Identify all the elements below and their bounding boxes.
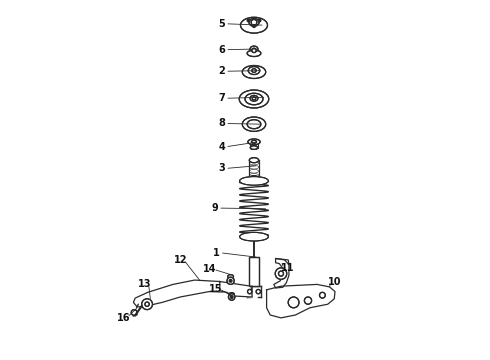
- Circle shape: [228, 294, 235, 300]
- Text: 11: 11: [281, 263, 294, 273]
- Circle shape: [145, 302, 149, 306]
- Ellipse shape: [252, 97, 256, 100]
- Ellipse shape: [239, 90, 269, 108]
- Ellipse shape: [249, 158, 259, 163]
- Ellipse shape: [247, 120, 261, 129]
- Ellipse shape: [241, 17, 268, 33]
- Circle shape: [319, 292, 325, 298]
- Ellipse shape: [249, 176, 259, 181]
- Polygon shape: [133, 280, 252, 307]
- Ellipse shape: [242, 66, 266, 78]
- Circle shape: [256, 289, 261, 294]
- Text: 2: 2: [218, 66, 225, 76]
- Ellipse shape: [250, 146, 258, 149]
- Ellipse shape: [240, 177, 269, 185]
- Circle shape: [230, 296, 233, 298]
- Circle shape: [229, 279, 232, 282]
- Text: 4: 4: [218, 142, 225, 152]
- Circle shape: [131, 310, 137, 315]
- Circle shape: [247, 289, 252, 294]
- Ellipse shape: [250, 95, 258, 101]
- Circle shape: [227, 277, 234, 284]
- Circle shape: [258, 19, 261, 22]
- Text: 16: 16: [117, 312, 130, 323]
- Text: 9: 9: [211, 203, 218, 213]
- Circle shape: [275, 268, 287, 279]
- Circle shape: [247, 19, 250, 22]
- Ellipse shape: [240, 233, 269, 241]
- Bar: [249, 257, 259, 286]
- Ellipse shape: [248, 67, 260, 75]
- Text: 13: 13: [138, 279, 152, 289]
- Text: 6: 6: [218, 45, 225, 55]
- Text: 15: 15: [209, 284, 222, 294]
- Ellipse shape: [247, 50, 261, 57]
- Text: 7: 7: [218, 93, 225, 103]
- Polygon shape: [220, 282, 252, 297]
- Polygon shape: [274, 258, 289, 288]
- Ellipse shape: [251, 140, 257, 143]
- Ellipse shape: [242, 117, 266, 131]
- Ellipse shape: [245, 93, 263, 105]
- Ellipse shape: [228, 275, 233, 278]
- Circle shape: [252, 24, 255, 28]
- Circle shape: [304, 297, 312, 304]
- Circle shape: [278, 271, 284, 276]
- Text: 1: 1: [213, 248, 220, 258]
- Text: 3: 3: [218, 163, 225, 174]
- Ellipse shape: [249, 18, 259, 26]
- Text: 8: 8: [218, 118, 225, 129]
- Ellipse shape: [250, 146, 258, 149]
- Ellipse shape: [248, 139, 260, 145]
- Text: 14: 14: [203, 264, 217, 274]
- Circle shape: [142, 299, 152, 310]
- Circle shape: [252, 48, 256, 53]
- Bar: [249, 257, 259, 286]
- Ellipse shape: [250, 46, 258, 52]
- Text: 12: 12: [173, 255, 187, 265]
- Ellipse shape: [252, 69, 256, 72]
- Circle shape: [251, 19, 257, 25]
- Text: 5: 5: [218, 19, 225, 29]
- Text: 10: 10: [327, 276, 341, 287]
- Polygon shape: [267, 284, 335, 318]
- Ellipse shape: [229, 293, 234, 296]
- Circle shape: [288, 297, 299, 308]
